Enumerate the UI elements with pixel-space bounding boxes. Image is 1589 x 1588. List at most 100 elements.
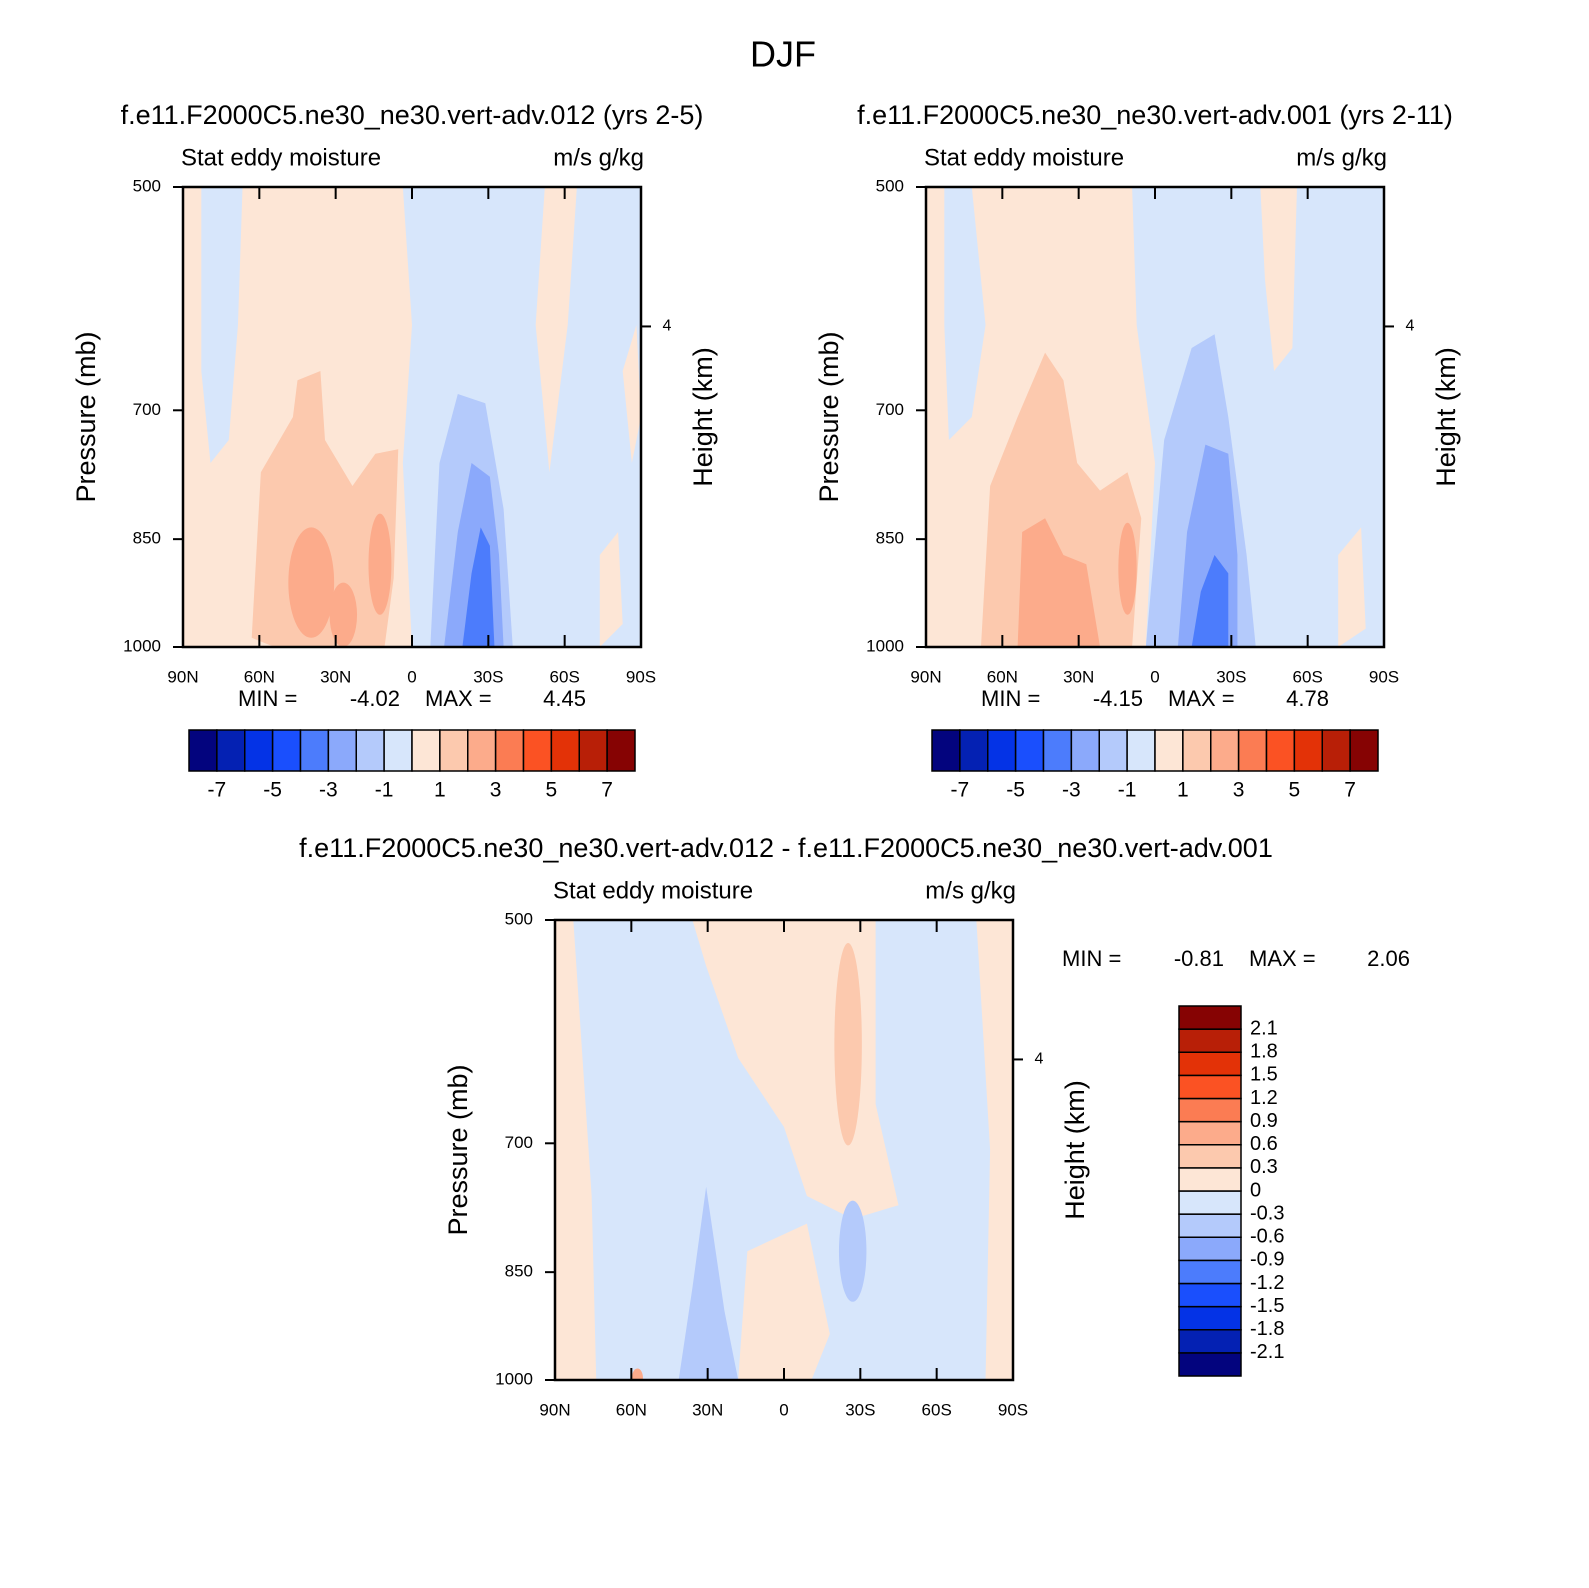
x-tick-label: 60S <box>1293 667 1323 686</box>
colorbar-box <box>959 729 989 772</box>
figure-title: DJF <box>750 34 816 75</box>
colorbar-label: -1.8 <box>1250 1318 1284 1340</box>
colorbar-label: -5 <box>1006 779 1025 802</box>
left-string: Stat eddy moisture <box>181 144 381 171</box>
y-tick-label: 500 <box>505 909 533 928</box>
colorbar-box <box>550 729 580 772</box>
y-tick-label: 1000 <box>866 636 904 655</box>
colorbar-label: 2.1 <box>1250 1017 1278 1039</box>
y-tick-label: 850 <box>133 529 161 548</box>
colorbar-label: -0.9 <box>1250 1249 1284 1271</box>
colorbar-label: -1 <box>375 779 394 802</box>
right-string: m/s g/kg <box>925 877 1016 904</box>
colorbar-box <box>467 729 497 772</box>
y-tick-label: 1000 <box>495 1369 533 1388</box>
colorbar-box <box>1178 1352 1242 1377</box>
x-tick-label: 0 <box>779 1400 788 1419</box>
colorbar-label: -0.3 <box>1250 1202 1284 1224</box>
panel-title: f.e11.F2000C5.ne30_ne30.vert-adv.012 - f… <box>299 833 1273 863</box>
left-string: Stat eddy moisture <box>553 877 753 904</box>
x-tick-label: 60N <box>244 667 275 686</box>
contour-fill <box>631 1368 643 1380</box>
x-tick-label: 90N <box>167 667 198 686</box>
contour-field <box>926 187 1384 647</box>
colorbar-label: 5 <box>546 779 558 802</box>
min-value: -4.02 <box>350 686 400 711</box>
y-tick-label: 700 <box>876 400 904 419</box>
right-string: m/s g/kg <box>1296 144 1387 171</box>
contour-fill <box>834 942 862 1146</box>
x-tick-label: 90N <box>910 667 941 686</box>
x-tick-label: 90N <box>539 1400 570 1419</box>
colorbar-box <box>1178 1305 1242 1331</box>
colorbar-label: 3 <box>490 779 502 802</box>
contour-fill <box>535 187 577 473</box>
contour-fill <box>678 1186 739 1380</box>
colorbar-box <box>1178 1097 1242 1123</box>
colorbar-label: -7 <box>208 779 227 802</box>
colorbar-label: 7 <box>1344 779 1356 802</box>
colorbar-label: 1.8 <box>1250 1041 1278 1063</box>
colorbar-box <box>1182 729 1212 772</box>
y-axis-label: Pressure (mb) <box>443 1064 473 1235</box>
y-tick-label: 500 <box>133 176 161 195</box>
colorbar-label: 1.5 <box>1250 1064 1278 1086</box>
contour-fill <box>1017 518 1101 647</box>
y-tick-label: 700 <box>505 1133 533 1152</box>
y2-axis-label: Height (km) <box>1431 347 1461 487</box>
max-label: MAX = <box>1168 686 1235 711</box>
y2-tick-label: 4 <box>1035 1051 1044 1068</box>
y-tick-label: 850 <box>505 1262 533 1281</box>
y2-tick-label: 4 <box>1406 318 1415 335</box>
x-tick-label: 30N <box>320 667 351 686</box>
x-tick-label: 60N <box>987 667 1018 686</box>
x-tick-label: 0 <box>1150 667 1159 686</box>
x-tick-label: 90S <box>998 1400 1028 1419</box>
colorbar-box <box>1178 1282 1242 1308</box>
y-axis-label: Pressure (mb) <box>814 331 844 502</box>
colorbar-box <box>931 729 961 772</box>
colorbar-label: 1.2 <box>1250 1087 1278 1109</box>
colorbar-box <box>606 729 636 772</box>
x-tick-label: 30S <box>1216 667 1246 686</box>
x-tick-label: 30N <box>692 1400 723 1419</box>
contour-fill <box>288 527 335 638</box>
right-string: m/s g/kg <box>553 144 644 171</box>
colorbar-box <box>1178 1051 1242 1077</box>
max-value: 4.45 <box>543 686 586 711</box>
colorbar-label: -5 <box>263 779 282 802</box>
colorbar-box <box>1293 729 1323 772</box>
y2-axis-label: Height (km) <box>688 347 718 487</box>
colorbar-box <box>216 729 246 772</box>
y-tick-label: 500 <box>876 176 904 195</box>
contour-fill <box>976 920 1013 1380</box>
contour-fill <box>599 532 623 647</box>
colorbar-box <box>1265 729 1296 772</box>
colorbar-label: 1 <box>1177 779 1189 802</box>
colorbar-label: -1.2 <box>1250 1272 1284 1294</box>
colorbar-box <box>1210 729 1240 772</box>
x-tick-label: 60S <box>922 1400 952 1419</box>
colorbar-box <box>1178 1144 1242 1169</box>
contour-fill <box>1260 187 1297 371</box>
colorbar-box <box>1178 1120 1242 1146</box>
colorbar-box <box>1178 1028 1242 1053</box>
max-label: MAX = <box>1249 946 1316 971</box>
colorbar-box <box>271 729 302 772</box>
colorbar-box <box>1178 1074 1242 1100</box>
contour-fill <box>738 1223 830 1380</box>
colorbar-label: 0.9 <box>1250 1110 1278 1132</box>
panel-title: f.e11.F2000C5.ne30_ne30.vert-adv.001 (yr… <box>857 100 1453 130</box>
min-value: -0.81 <box>1174 946 1224 971</box>
left-string: Stat eddy moisture <box>924 144 1124 171</box>
colorbar-box <box>1042 729 1073 772</box>
x-tick-label: 30N <box>1063 667 1094 686</box>
min-label: MIN = <box>238 686 297 711</box>
y2-axis-label: Height (km) <box>1060 1080 1090 1220</box>
contour-fill <box>1118 522 1137 615</box>
colorbar-box <box>1178 1236 1242 1262</box>
x-tick-label: 0 <box>407 667 416 686</box>
colorbar-box <box>355 729 385 772</box>
colorbar-label: -3 <box>1062 779 1081 802</box>
x-tick-label: 30S <box>473 667 503 686</box>
